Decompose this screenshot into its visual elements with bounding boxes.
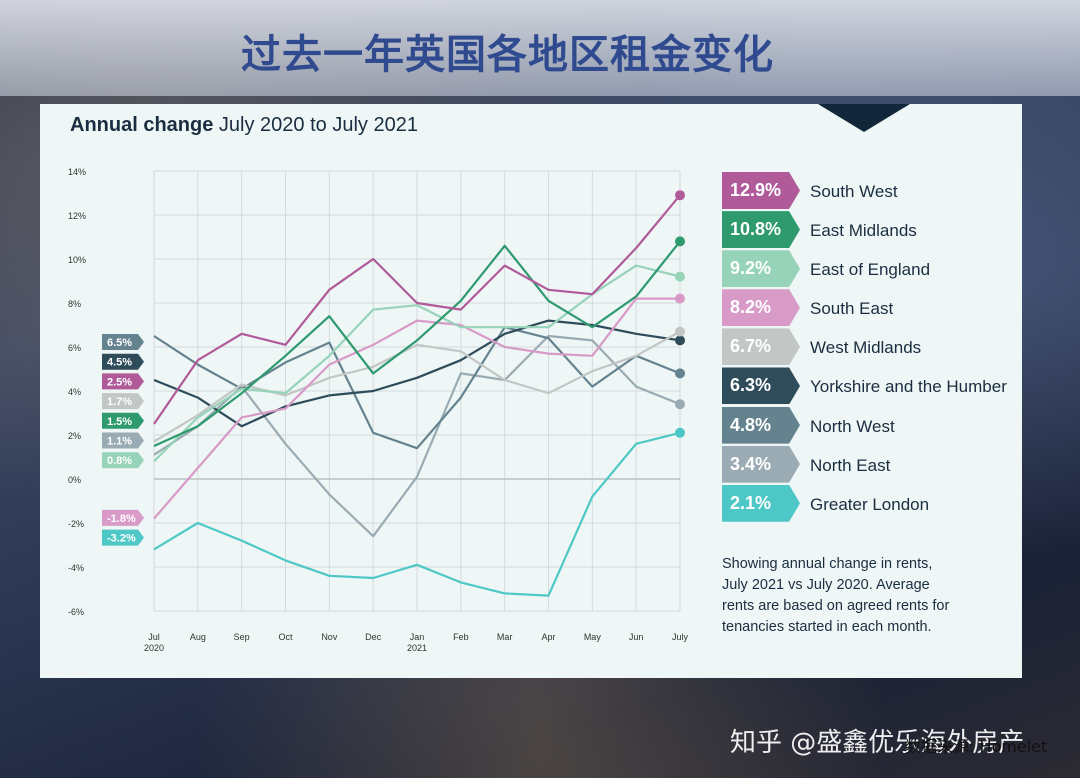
chart-legend: 12.9% South West 10.8% East Midlands 9.2% Eas…	[722, 172, 1022, 524]
legend-item: 2.1% Greater London	[722, 484, 1022, 524]
legend-value-badge: 3.4%	[722, 445, 800, 483]
x-tick-label: Mar	[497, 632, 513, 642]
legend-item: 12.9% South West	[722, 172, 1022, 211]
x-tick-label: Jun	[629, 632, 644, 642]
x-tick-label: July	[672, 632, 689, 642]
y-tick-label: 6%	[68, 343, 81, 353]
y-tick-label: 12%	[68, 211, 86, 221]
legend-region-name: South East	[810, 299, 894, 319]
legend-value-badge: 4.8%	[722, 406, 800, 444]
start-value-label: 1.7%	[107, 396, 132, 408]
series-line	[153, 319, 681, 428]
start-value-label: 6.5%	[107, 337, 132, 349]
start-value-tag	[102, 452, 144, 469]
series-end-point	[675, 236, 685, 247]
y-tick-label: -4%	[68, 563, 84, 573]
x-tick-label: Nov	[321, 632, 338, 642]
series-line	[153, 330, 681, 443]
legend-item: 4.8% North West	[722, 406, 1022, 446]
legend-value-badge: 6.3%	[722, 367, 800, 405]
chart-note: Showing annual change in rents, July 202…	[722, 556, 950, 635]
legend-region-name: Yorkshire and the Humber	[810, 377, 1007, 397]
start-value-tag	[102, 353, 144, 370]
series-line	[153, 334, 681, 538]
legend-value-badge: 9.2%	[722, 250, 800, 288]
legend-region-name: West Midlands	[810, 338, 922, 358]
legend-value-badge: 2.1%	[722, 484, 800, 522]
y-tick-label: -6%	[68, 607, 84, 617]
start-value-label: 2.5%	[107, 376, 132, 388]
legend-region-name: South West	[810, 182, 898, 201]
x-tick-label: Jan	[410, 632, 425, 642]
x-tick-label: Oct	[278, 632, 293, 642]
start-value-label: 4.5%	[107, 357, 132, 369]
legend-region-name: Greater London	[810, 494, 930, 514]
series-line	[153, 431, 681, 597]
x-tick-label: Aug	[190, 632, 206, 642]
series-end-point	[675, 190, 685, 201]
y-tick-label: 14%	[68, 167, 86, 177]
x-tick-year-label: 2021	[407, 643, 427, 653]
series-line	[153, 297, 680, 520]
series-end-point	[675, 427, 685, 438]
start-value-label: -1.8%	[107, 513, 136, 525]
watermark-text: 知乎 @盛鑫优乐海外房产	[730, 728, 1025, 758]
chart-title-bold: Annual change	[70, 114, 214, 136]
y-tick-label: 2%	[68, 431, 81, 441]
legend-item: 3.4% North East	[722, 445, 1022, 485]
y-tick-label: 4%	[68, 387, 81, 397]
start-value-label: 1.1%	[107, 436, 132, 448]
y-tick-label: -2%	[68, 519, 84, 529]
x-tick-label: May	[584, 632, 602, 642]
page-title: 过去一年英国各地区租金变化	[241, 32, 774, 78]
source-label: 数据来源: Homelet	[905, 737, 1048, 756]
legend-value-badge: 8.2%	[722, 289, 800, 327]
start-value-tag	[102, 334, 144, 350]
start-value-tag	[102, 373, 144, 390]
y-tick-label: 0%	[68, 475, 81, 485]
legend-value-badge: 12.9%	[722, 172, 800, 209]
series-line	[153, 194, 681, 425]
series-line	[153, 240, 681, 448]
start-value-label: 1.5%	[107, 416, 132, 428]
legend-item: 9.2% East of England	[722, 250, 1022, 289]
series-end-point	[675, 271, 685, 282]
legend-item: 8.2% South East	[722, 289, 1022, 328]
legend-region-name: East Midlands	[810, 221, 917, 241]
x-tick-year-label: 2020	[144, 643, 164, 653]
corner-triangle-decoration	[818, 104, 910, 132]
legend-value-badge: 6.7%	[722, 328, 800, 366]
start-value-tag	[102, 393, 144, 410]
legend-item: 10.8% East Midlands	[722, 211, 1022, 250]
start-value-tag	[102, 432, 144, 449]
y-tick-label: 10%	[68, 255, 86, 265]
x-tick-label: Dec	[365, 632, 382, 642]
legend-item: 6.3% Yorkshire and the Humber	[722, 367, 1022, 406]
series-end-point	[675, 368, 685, 379]
chart-title: Annual change July 2020 to July 2021	[70, 114, 418, 137]
series-end-point	[675, 326, 685, 337]
y-tick-label: 8%	[68, 299, 81, 309]
start-value-tag	[102, 529, 144, 546]
legend-region-name: North West	[810, 416, 895, 436]
x-tick-label: Feb	[453, 632, 469, 642]
x-tick-label: Jul	[148, 632, 160, 642]
legend-item: 6.7% West Midlands	[722, 328, 1022, 367]
series-end-point	[675, 335, 685, 346]
x-tick-label: Sep	[234, 632, 250, 642]
title-band	[0, 0, 1080, 96]
start-value-label: -3.2%	[107, 533, 136, 545]
legend-value-badge: 10.8%	[722, 211, 800, 249]
chart-title-rest: July 2020 to July 2021	[213, 114, 418, 136]
x-tick-label: Apr	[541, 632, 555, 642]
legend-region-name: East of England	[810, 260, 931, 280]
start-value-label: 0.8%	[107, 455, 132, 467]
series-end-point	[675, 293, 685, 304]
start-value-tag	[102, 412, 144, 429]
series-end-point	[675, 399, 685, 410]
start-value-tag	[102, 509, 144, 526]
legend-region-name: North East	[810, 455, 891, 475]
